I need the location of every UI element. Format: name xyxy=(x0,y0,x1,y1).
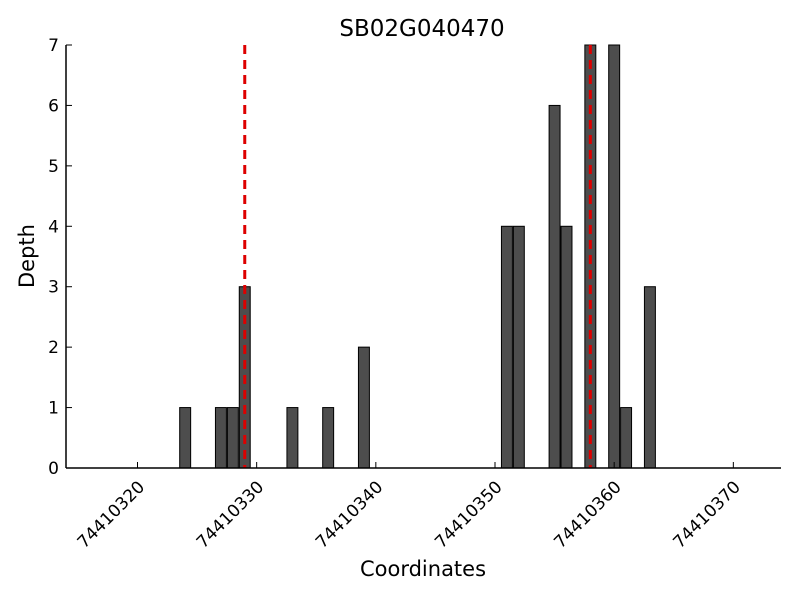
x-tick-label: 74410330 xyxy=(193,477,268,552)
bar xyxy=(620,407,633,469)
bar xyxy=(226,407,239,469)
bar xyxy=(643,286,656,469)
bar xyxy=(500,225,513,469)
y-tick-label: 6 xyxy=(48,96,59,116)
y-tick-label: 0 xyxy=(48,459,59,479)
chart-title: SB02G040470 xyxy=(339,16,504,42)
y-tick-label: 7 xyxy=(48,36,59,56)
bar xyxy=(286,407,299,469)
bar xyxy=(357,346,370,469)
reference-lines xyxy=(243,45,592,468)
bar xyxy=(512,225,525,469)
bar xyxy=(322,407,335,469)
y-tick-label: 1 xyxy=(48,399,59,419)
axes xyxy=(65,45,781,469)
y-tick-label: 2 xyxy=(48,338,59,358)
y-ticks: 0 1 2 3 4 5 6 7 xyxy=(48,36,72,479)
bar xyxy=(608,44,621,469)
bar xyxy=(179,407,192,469)
bar xyxy=(214,407,227,469)
x-ticks: 74410320 74410330 74410340 74410350 74410360… xyxy=(74,462,745,553)
x-tick-label: 74410370 xyxy=(670,477,745,552)
y-tick-label: 3 xyxy=(48,278,59,298)
y-tick-label: 5 xyxy=(48,157,59,177)
bar xyxy=(548,104,561,469)
bar xyxy=(560,225,573,469)
y-axis-label: Depth xyxy=(15,224,39,288)
x-tick-label: 74410320 xyxy=(74,477,149,552)
x-tick-label: 74410360 xyxy=(550,477,625,552)
x-axis-label: Coordinates xyxy=(360,557,486,581)
x-tick-label: 74410340 xyxy=(312,477,387,552)
x-tick-label: 74410350 xyxy=(431,477,506,552)
y-tick-label: 4 xyxy=(48,217,59,237)
bars xyxy=(179,44,656,469)
